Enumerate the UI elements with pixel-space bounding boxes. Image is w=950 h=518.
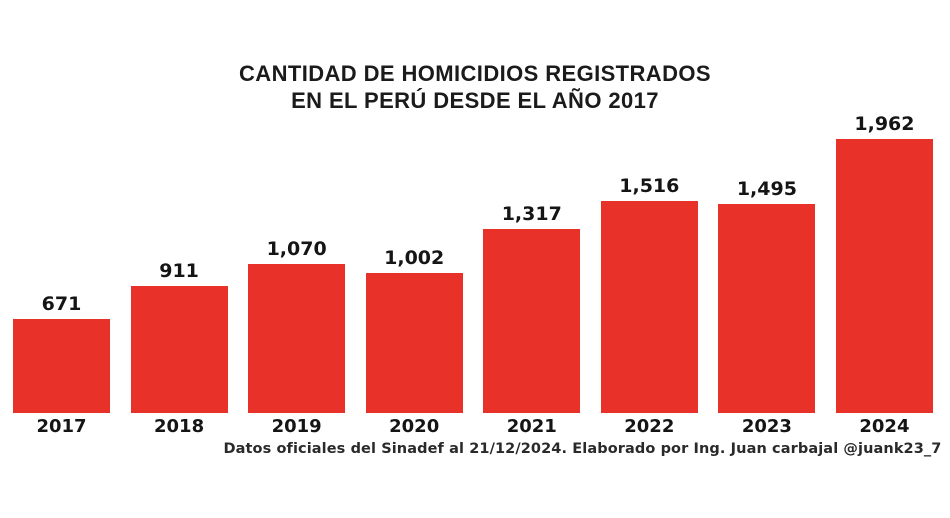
x-axis-tick-label: 2023 (741, 416, 792, 437)
chart-title-line1: CANTIDAD DE HOMICIDIOS REGISTRADOS (239, 61, 711, 86)
x-axis-tick-label: 2024 (859, 416, 910, 437)
x-axis-tick-label: 2021 (506, 416, 557, 437)
bar (130, 286, 228, 413)
bar (13, 319, 110, 413)
bar-plot-area: 671 2017 911 2018 1,070 2019 1,002 2020 1,317 202… (13, 113, 933, 438)
bar-value-label: 1,070 (266, 238, 327, 260)
bar-column-2024: 1,962 2024 (835, 113, 933, 438)
source-credit-note: Datos oficiales del Sinadef al 21/12/202… (223, 441, 942, 457)
x-axis-tick-label: 2017 (36, 416, 87, 437)
x-axis-tick-label: 2022 (624, 416, 675, 437)
bar-value-label: 1,516 (619, 175, 680, 197)
bar (835, 139, 933, 413)
bar (248, 264, 346, 413)
bar (718, 204, 816, 413)
x-axis-tick-label: 2018 (154, 416, 205, 437)
bar (483, 229, 581, 413)
bar-column-2019: 1,070 2019 (248, 113, 346, 438)
chart-title-line2: EN EL PERÚ DESDE EL AÑO 2017 (291, 87, 659, 113)
bar-value-label: 1,962 (854, 113, 915, 135)
x-axis-tick-label: 2019 (271, 416, 322, 437)
bar-column-2017: 671 2017 (13, 113, 110, 438)
bar-value-label: 1,002 (384, 247, 445, 269)
bar-column-2021: 1,317 2021 (483, 113, 581, 438)
bar-value-label: 911 (159, 260, 199, 282)
bar-value-label: 1,317 (501, 203, 562, 225)
bar-column-2018: 911 2018 (130, 113, 228, 438)
bar (365, 273, 463, 413)
bar-column-2020: 1,002 2020 (365, 113, 463, 438)
bar (600, 201, 698, 413)
x-axis-tick-label: 2020 (389, 416, 440, 437)
bar-value-label: 671 (41, 293, 82, 315)
bar-column-2022: 1,516 2022 (600, 113, 698, 438)
bar-value-label: 1,495 (736, 178, 797, 200)
chart-title: CANTIDAD DE HOMICIDIOS REGISTRADOS EN EL… (0, 61, 950, 115)
bar-column-2023: 1,495 2023 (718, 113, 816, 438)
